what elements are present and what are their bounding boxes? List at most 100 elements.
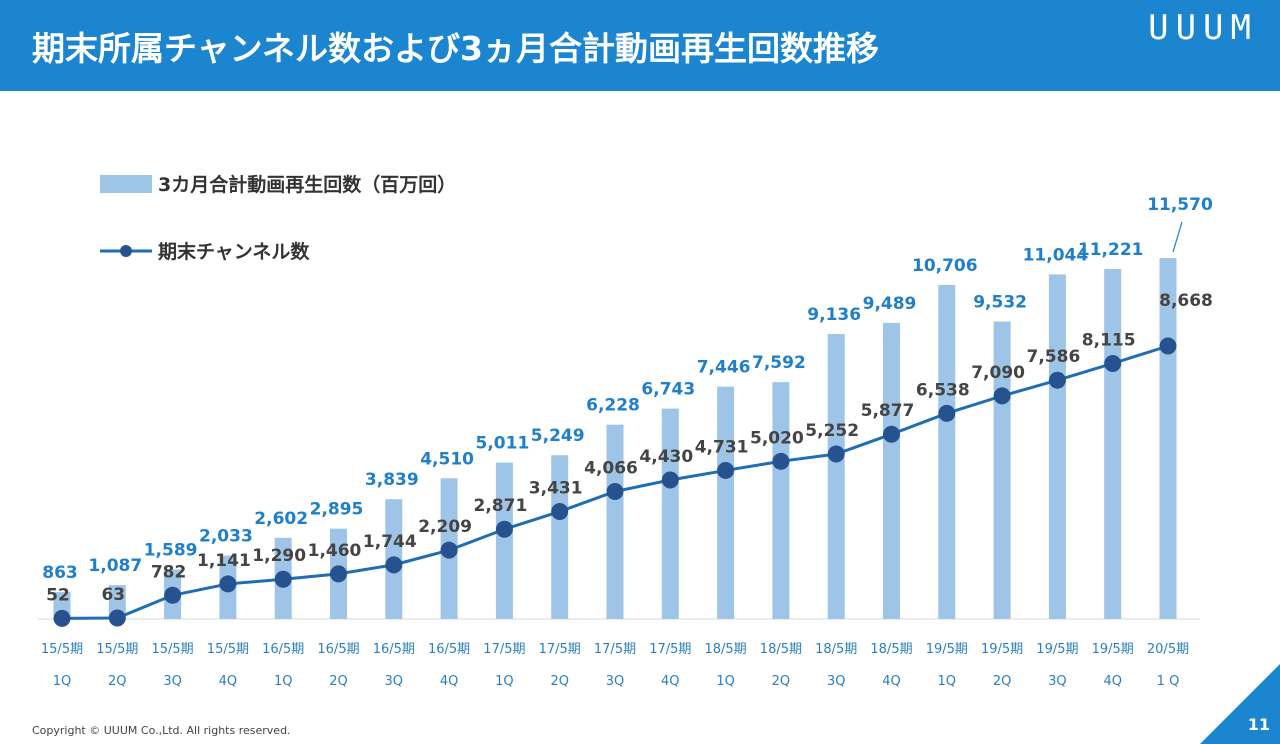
- callout-leader-line: [1172, 221, 1183, 253]
- line-point: [330, 565, 347, 583]
- line-value-label: 5,020: [750, 428, 804, 448]
- bar-value-label: 7,446: [697, 358, 751, 378]
- line-point: [274, 570, 292, 588]
- line-value-label: 1,744: [363, 532, 417, 552]
- x-tick-label-quarter: 4Q: [219, 674, 238, 689]
- x-tick-label-quarter: 1Q: [938, 674, 957, 689]
- x-tick-label-quarter: 3Q: [606, 674, 625, 689]
- line-value-label: 1,141: [197, 551, 251, 571]
- bar-value-label: 9,532: [973, 293, 1027, 313]
- x-tick-label-period: 16/5期: [262, 642, 304, 657]
- bar: [495, 462, 513, 619]
- bar-value-label: 11,570: [1147, 195, 1213, 215]
- x-tick-label-quarter: 1Q: [53, 674, 72, 689]
- bar-value-label: 1,589: [144, 540, 198, 560]
- bar-value-label: 3,839: [365, 470, 419, 490]
- x-tick-label-period: 15/5期: [151, 642, 193, 657]
- bar-value-label: 11,221: [1078, 240, 1144, 260]
- x-tick-label-period: 18/5期: [704, 642, 746, 657]
- line-point: [219, 575, 237, 593]
- page-corner-triangle: [1200, 664, 1280, 744]
- line-point: [772, 452, 790, 470]
- line-value-label: 8,115: [1082, 330, 1136, 350]
- line-point: [827, 445, 845, 463]
- x-tick-label-quarter: 3Q: [385, 674, 404, 689]
- x-tick-label-quarter: 1Q: [716, 674, 735, 689]
- line-point: [551, 503, 569, 521]
- x-tick-label-quarter: 4Q: [1103, 674, 1122, 689]
- line-point: [1104, 354, 1122, 372]
- bar-value-label: 5,011: [476, 434, 530, 454]
- bar-value-label: 2,602: [254, 509, 308, 529]
- bar-value-label: 1,087: [88, 556, 142, 576]
- bar: [772, 382, 790, 619]
- bar: [1104, 268, 1122, 619]
- x-tick-label-period: 19/5期: [1036, 642, 1078, 657]
- x-tick-label-period: 15/5期: [41, 642, 83, 657]
- x-tick-label-quarter: 2Q: [329, 674, 348, 689]
- bar-value-label: 6,228: [586, 396, 640, 416]
- line-point: [606, 482, 624, 500]
- line-value-label: 5,877: [861, 401, 915, 421]
- line-value-label: 3,431: [529, 479, 583, 499]
- x-tick-label-quarter: 3Q: [1048, 674, 1067, 689]
- x-tick-label-period: 18/5期: [870, 642, 912, 657]
- line-value-label: 2,871: [474, 496, 528, 516]
- line-value-label: 52: [46, 585, 70, 605]
- line-value-label: 63: [101, 585, 125, 605]
- legend-bar-swatch: [100, 175, 152, 193]
- x-tick-label-period: 19/5期: [981, 642, 1023, 657]
- x-tick-label-period: 19/5期: [1092, 642, 1134, 657]
- uuum-logo: UUUM: [1148, 8, 1258, 48]
- page-title: 期末所属チャンネル数および3ヵ月合計動画再生回数推移: [32, 29, 879, 68]
- line-point: [440, 541, 458, 559]
- line-value-label: 4,066: [584, 458, 638, 478]
- x-tick-label-quarter: 1 Q: [1157, 674, 1180, 689]
- line-point: [717, 461, 735, 479]
- x-tick-label-period: 20/5期: [1147, 642, 1189, 657]
- copyright: Copyright © UUUM Co.,Ltd. All rights res…: [32, 724, 291, 737]
- bar-value-label: 9,136: [807, 305, 861, 325]
- bar: [938, 284, 956, 619]
- x-tick-label-quarter: 4Q: [440, 674, 459, 689]
- bar: [717, 386, 735, 619]
- line-value-label: 7,586: [1027, 347, 1081, 367]
- line-value-label: 1,460: [308, 541, 362, 561]
- x-tick-label-period: 17/5期: [649, 642, 691, 657]
- line-value-label: 2,209: [418, 517, 472, 537]
- bar-value-label: 10,706: [912, 256, 978, 276]
- x-tick-label-period: 15/5期: [207, 642, 249, 657]
- line-point: [53, 609, 71, 627]
- line-point: [938, 404, 956, 422]
- line-point: [108, 609, 126, 627]
- legend-line-marker: [120, 245, 132, 257]
- x-tick-label-quarter: 1Q: [495, 674, 514, 689]
- bar-value-label: 863: [42, 563, 78, 583]
- line-value-label: 7,090: [971, 363, 1025, 383]
- x-tick-label-quarter: 1Q: [274, 674, 293, 689]
- bar: [1159, 258, 1177, 619]
- x-tick-label-period: 17/5期: [539, 642, 581, 657]
- bar: [551, 455, 569, 619]
- x-tick-label-period: 16/5期: [317, 642, 359, 657]
- line-value-label: 4,430: [639, 447, 693, 467]
- line-point: [883, 425, 900, 443]
- x-tick-label-period: 18/5期: [815, 642, 857, 657]
- bar-value-label: 4,510: [420, 449, 474, 469]
- bar: [661, 408, 679, 619]
- bar-value-label: 7,592: [752, 353, 806, 373]
- x-tick-label-quarter: 4Q: [882, 674, 901, 689]
- page-number: 11: [1247, 715, 1270, 734]
- x-tick-label-quarter: 2Q: [993, 674, 1012, 689]
- bar-value-label: 5,249: [531, 426, 585, 446]
- line-point: [164, 586, 182, 604]
- line-value-label: 8,668: [1159, 291, 1213, 311]
- x-tick-label-quarter: 2Q: [108, 674, 127, 689]
- legend-line-label: 期末チャンネル数: [158, 240, 310, 263]
- line-value-label: 5,252: [805, 421, 859, 441]
- x-tick-label-period: 18/5期: [760, 642, 802, 657]
- bar: [108, 585, 126, 619]
- bar-value-label: 11,044: [1023, 245, 1089, 265]
- line-point: [661, 471, 679, 489]
- x-tick-label-period: 16/5期: [428, 642, 470, 657]
